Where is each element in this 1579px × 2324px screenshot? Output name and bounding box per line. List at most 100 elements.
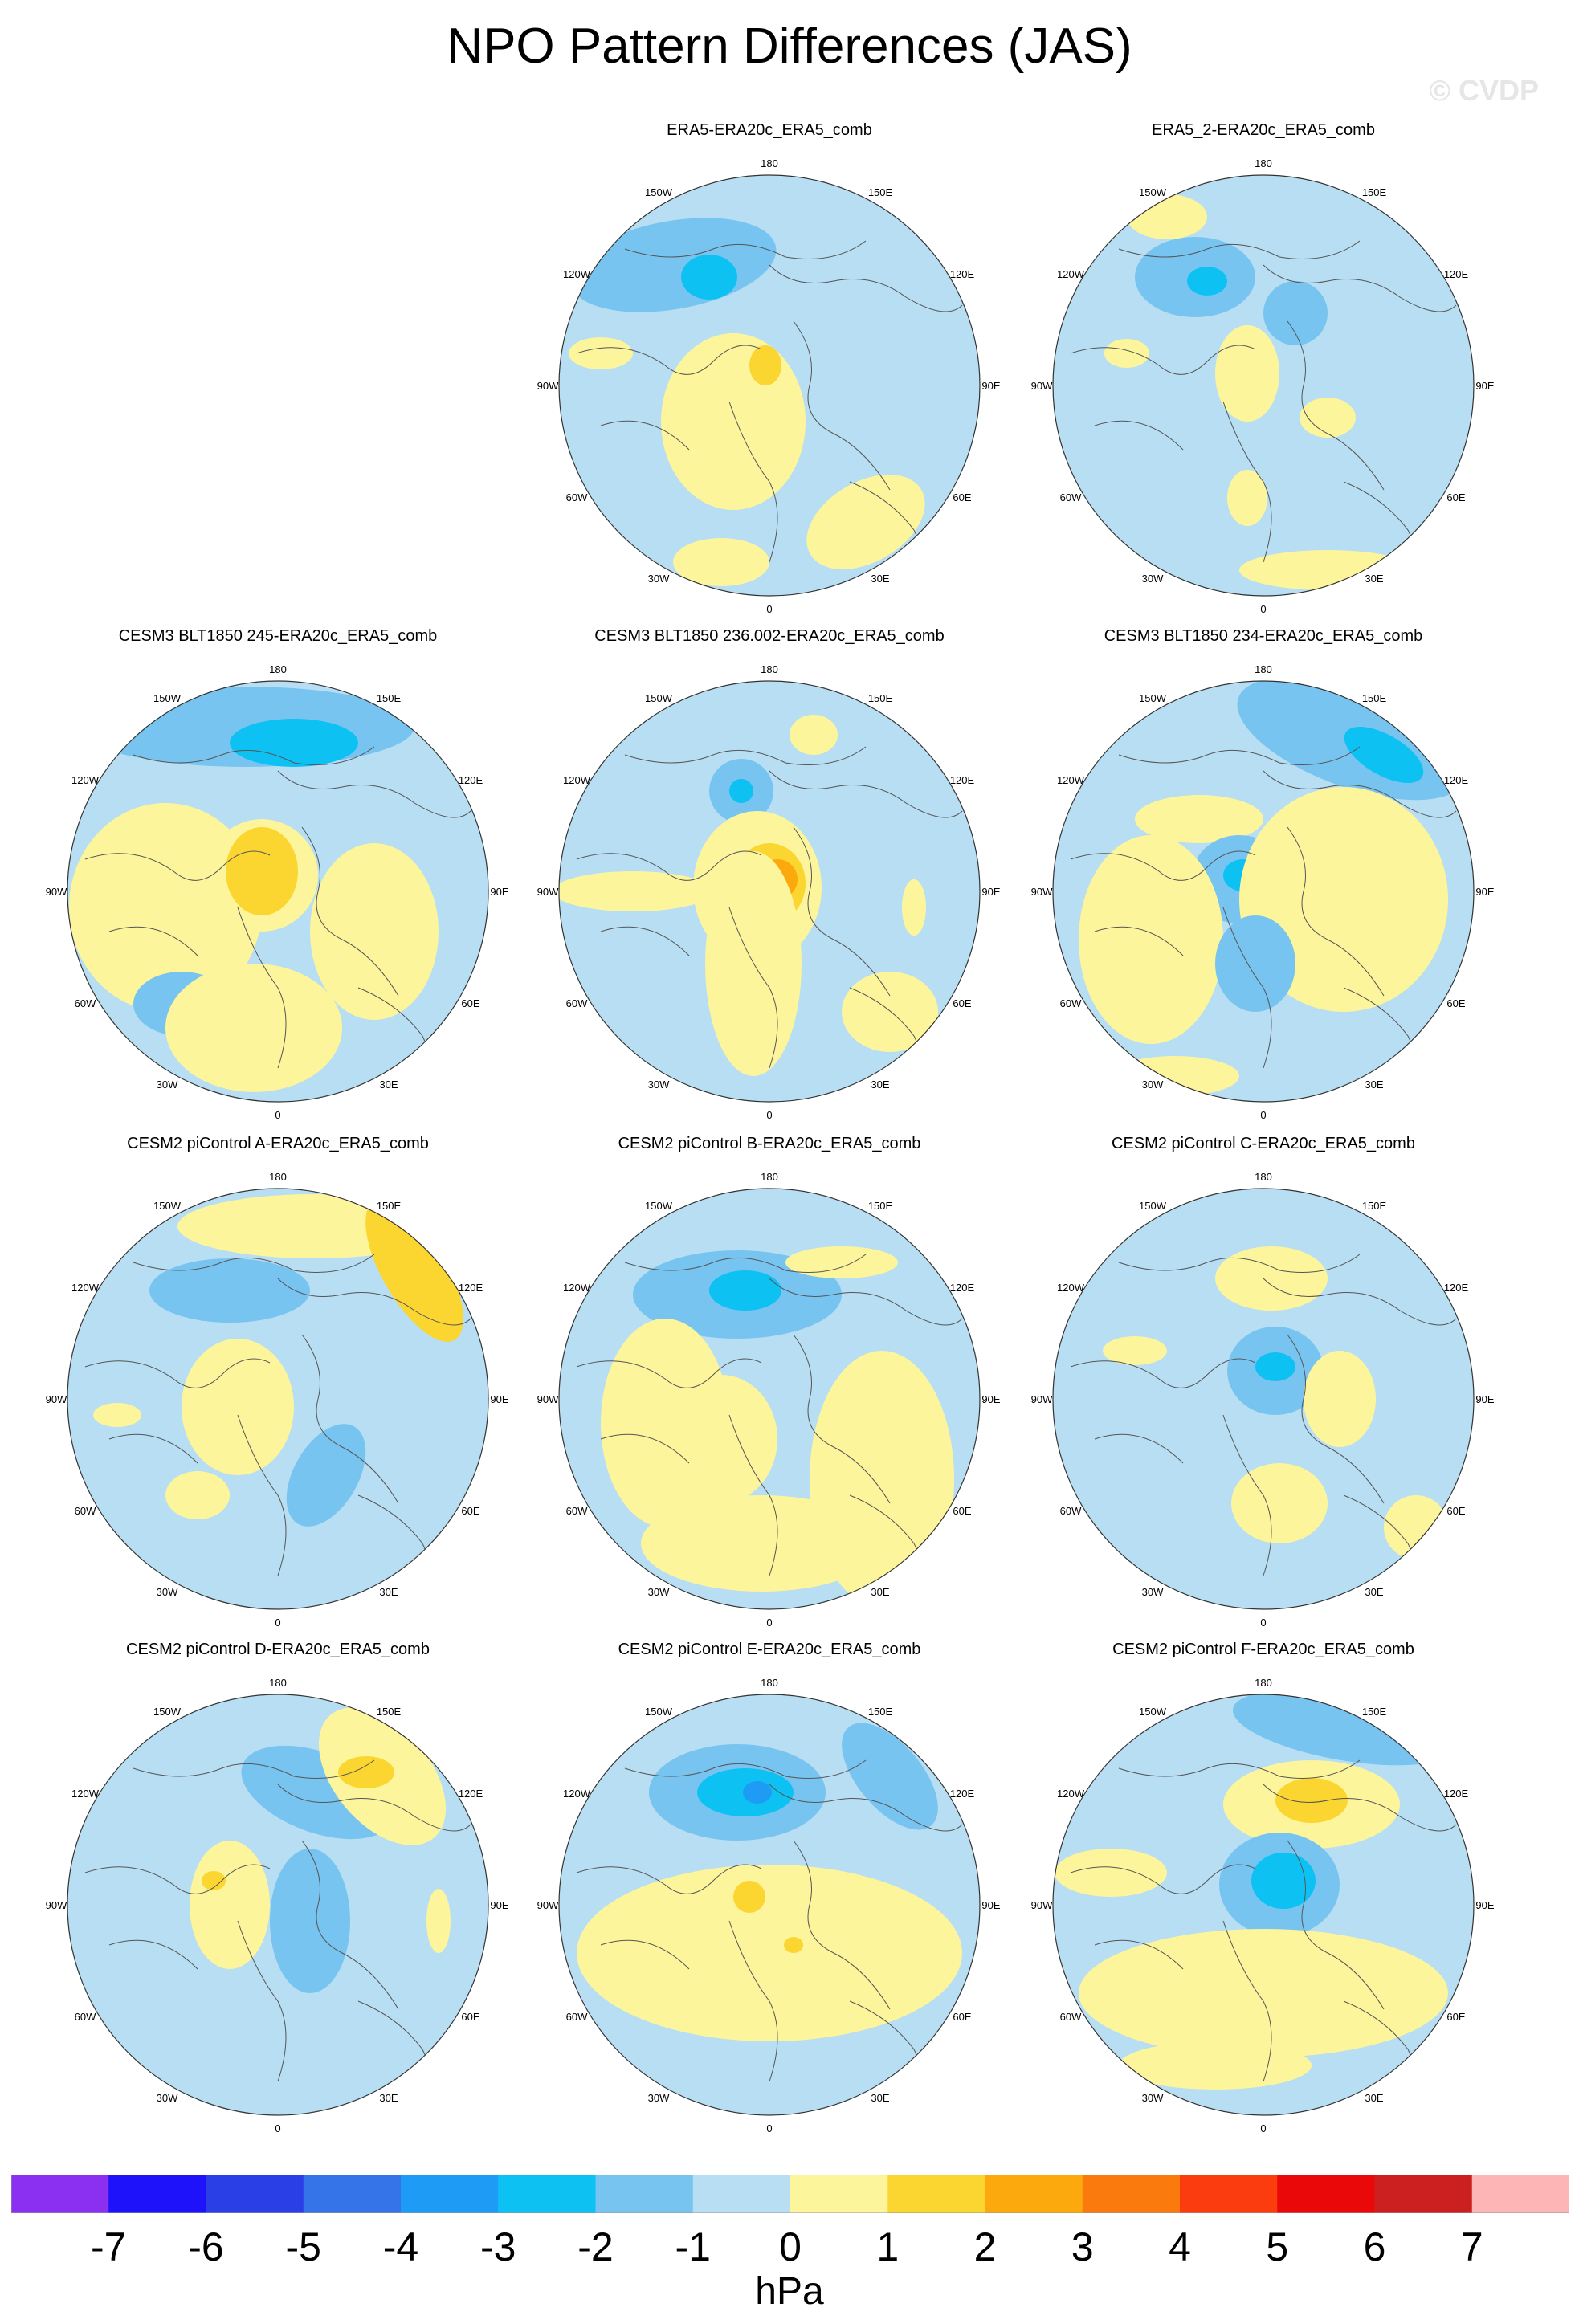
longitude-label: 120W bbox=[1057, 1788, 1085, 1800]
colorbar-swatch bbox=[1082, 2175, 1181, 2213]
coastline bbox=[624, 1759, 867, 1779]
polar-map: 180 0 150W 150E 120W 120E 90W 90E 60W 60E 30W 30E bbox=[46, 663, 509, 1121]
longitude-label: 90E bbox=[1475, 380, 1494, 392]
longitude-label: 150W bbox=[645, 692, 673, 704]
anomaly-contour bbox=[182, 1339, 294, 1475]
anomaly-contour bbox=[1227, 470, 1267, 526]
anomaly-contour bbox=[1304, 1351, 1376, 1447]
anomaly-contour bbox=[1239, 550, 1416, 590]
coastline bbox=[1070, 345, 1256, 375]
coastline bbox=[1070, 850, 1256, 881]
anomaly-contour bbox=[1231, 1463, 1328, 1543]
colorbar-swatch bbox=[790, 2175, 888, 2213]
longitude-label: 0 bbox=[1260, 603, 1266, 615]
colorbar-swatch bbox=[692, 2175, 791, 2213]
longitude-label: 60E bbox=[1446, 997, 1465, 1009]
colorbar-tick-label: 5 bbox=[1266, 2224, 1289, 2269]
colorbar-units: hPa bbox=[755, 2270, 824, 2313]
anomaly-contour bbox=[365, 1199, 463, 1342]
colorbar-swatch bbox=[1374, 2175, 1473, 2213]
coastline bbox=[793, 320, 891, 491]
anomaly-contour bbox=[1251, 1853, 1316, 1909]
coastline bbox=[793, 1840, 891, 2010]
anomaly-contour bbox=[842, 1723, 938, 1830]
longitude-label: 30E bbox=[1365, 2092, 1383, 2104]
anomaly-contour bbox=[226, 827, 298, 915]
colorbar-svg bbox=[10, 2174, 1570, 2214]
longitude-label: 30W bbox=[648, 573, 670, 585]
longitude-label: 90E bbox=[981, 1393, 1000, 1405]
anomaly-contour bbox=[559, 871, 713, 911]
coastline bbox=[600, 420, 690, 451]
longitude-label: 30W bbox=[1142, 573, 1164, 585]
longitude-label: 120W bbox=[71, 1282, 100, 1294]
colorbar-tick-label: 6 bbox=[1363, 2224, 1386, 2269]
longitude-label: 150E bbox=[377, 1200, 402, 1212]
map-border bbox=[558, 174, 981, 597]
anomaly-contour bbox=[270, 1849, 350, 1993]
longitude-label: 150W bbox=[153, 692, 182, 704]
longitude-label: 90E bbox=[1475, 1899, 1494, 1911]
coastline bbox=[1263, 264, 1457, 312]
map-panel-7: CESM2 piControl B-ERA20c_ERA5_comb 180 0 15… bbox=[528, 1134, 1010, 1640]
longitude-label: 60E bbox=[953, 2011, 971, 2023]
coastline bbox=[769, 770, 963, 818]
coastline bbox=[277, 1278, 471, 1326]
polar-map: 180 0 150W 150E 120W 120E 90W 90E 60W 60E 30W 30E bbox=[537, 1677, 1001, 2134]
anomaly-contour bbox=[902, 879, 926, 936]
coastline bbox=[793, 826, 891, 997]
longitude-label: 180 bbox=[761, 157, 778, 169]
coastline bbox=[108, 1939, 198, 1970]
anomaly-contour bbox=[1079, 1929, 1448, 2057]
longitude-label: 30E bbox=[1365, 573, 1383, 585]
longitude-label: 120E bbox=[459, 1788, 483, 1800]
longitude-label: 120E bbox=[950, 1788, 975, 1800]
polar-map: 180 0 150W 150E 120W 120E 90W 90E 60W 60E 30W 30E bbox=[1031, 1171, 1495, 1629]
coastline bbox=[277, 770, 471, 818]
anomaly-contour bbox=[681, 255, 737, 300]
longitude-label: 150E bbox=[377, 692, 402, 704]
colorbar-tick-label: 7 bbox=[1460, 2224, 1483, 2269]
map-border bbox=[1052, 1188, 1475, 1610]
longitude-label: 30E bbox=[1365, 1586, 1383, 1598]
anomaly-contour bbox=[709, 1270, 781, 1311]
coastline bbox=[301, 1840, 399, 2010]
anomaly-contour bbox=[661, 333, 806, 510]
longitude-label: 90E bbox=[490, 1393, 508, 1405]
longitude-label: 180 bbox=[1255, 157, 1272, 169]
anomaly-contour bbox=[1135, 795, 1263, 843]
longitude-label: 120W bbox=[563, 774, 591, 786]
longitude-label: 150W bbox=[1139, 692, 1167, 704]
longitude-label: 30E bbox=[871, 1586, 889, 1598]
longitude-label: 30E bbox=[871, 2092, 889, 2104]
coastline bbox=[301, 1334, 399, 1504]
longitude-label: 60E bbox=[461, 997, 479, 1009]
longitude-label: 120E bbox=[1444, 774, 1469, 786]
polar-map: 180 0 150W 150E 120W 120E 90W 90E 60W 60E 30W 30E bbox=[1031, 1677, 1495, 2134]
longitude-label: 180 bbox=[761, 663, 778, 675]
longitude-label: 180 bbox=[761, 1677, 778, 1689]
coastline bbox=[133, 1254, 375, 1273]
colorbar-tick-label: 4 bbox=[1169, 2224, 1191, 2269]
longitude-label: 150E bbox=[1362, 186, 1387, 198]
longitude-label: 120E bbox=[459, 1282, 483, 1294]
longitude-label: 120W bbox=[563, 268, 591, 280]
longitude-label: 90W bbox=[537, 380, 559, 392]
anomaly-contour bbox=[806, 475, 925, 569]
panel-title: CESM2 piControl A-ERA20c_ERA5_comb bbox=[127, 1135, 429, 1152]
longitude-label: 60W bbox=[1060, 2011, 1082, 2023]
longitude-label: 150W bbox=[153, 1200, 182, 1212]
anomaly-contour bbox=[749, 345, 781, 385]
longitude-label: 0 bbox=[1260, 2122, 1266, 2134]
colorbar-swatch bbox=[401, 2175, 499, 2213]
colorbar-tick-label: 1 bbox=[876, 2224, 900, 2269]
page-title: NPO Pattern Differences (JAS) bbox=[447, 18, 1132, 74]
panel-title: CESM2 piControl C-ERA20c_ERA5_comb bbox=[1112, 1135, 1415, 1152]
longitude-label: 90W bbox=[46, 1393, 67, 1405]
longitude-label: 150W bbox=[645, 1706, 673, 1718]
colorbar-tick-label: -3 bbox=[480, 2224, 516, 2269]
anomaly-contour bbox=[1127, 194, 1207, 239]
longitude-label: 60W bbox=[566, 1505, 588, 1517]
coastline bbox=[769, 264, 963, 312]
anomaly-contour bbox=[743, 1781, 772, 1804]
